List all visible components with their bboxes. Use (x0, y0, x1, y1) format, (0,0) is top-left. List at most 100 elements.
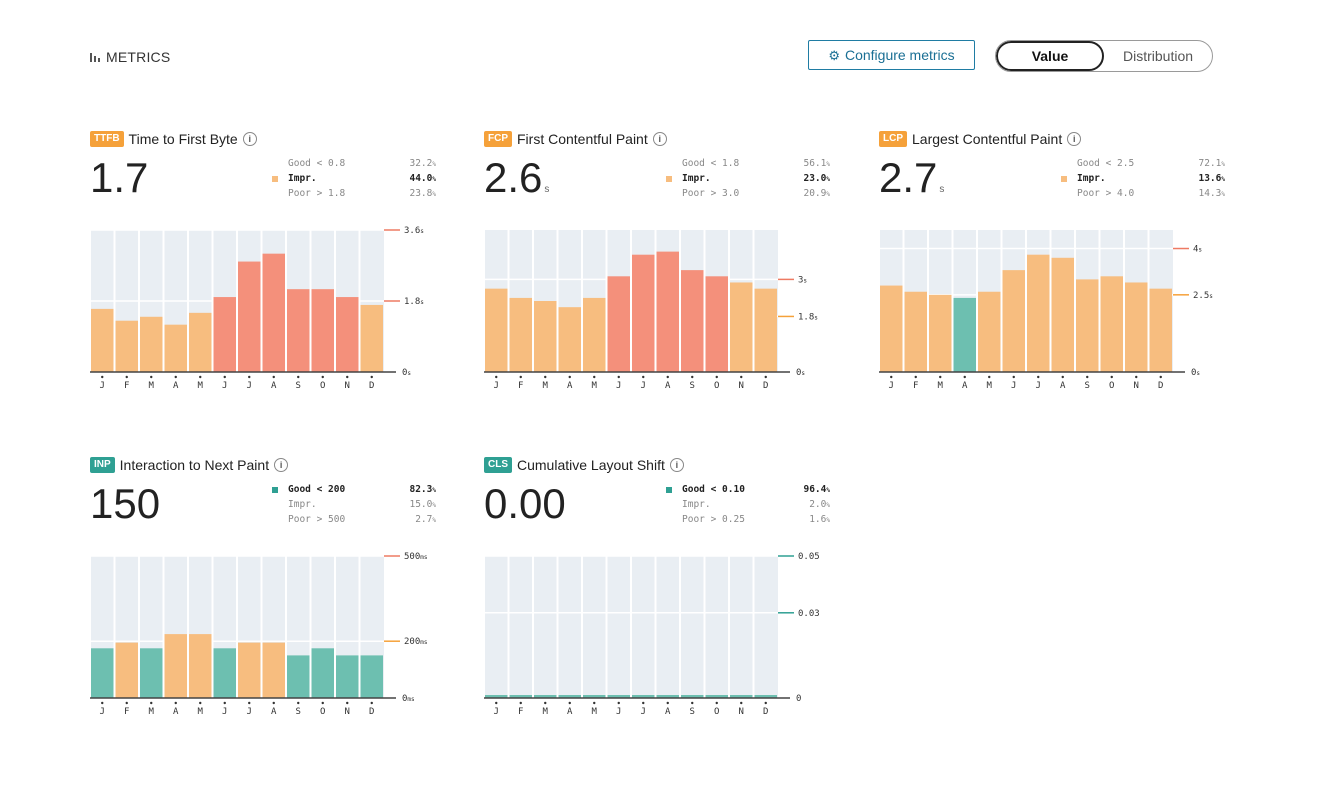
tick-dot (617, 701, 620, 705)
bar[interactable] (607, 276, 631, 372)
configure-metrics-button[interactable]: ⚙ Configure metrics (808, 40, 975, 70)
bar[interactable] (754, 288, 778, 372)
bar[interactable] (953, 297, 977, 372)
bar[interactable] (262, 642, 286, 698)
bar[interactable] (929, 294, 952, 372)
column-separator (260, 230, 263, 372)
tick-dot (519, 375, 522, 379)
bar[interactable] (164, 634, 188, 698)
bar[interactable] (311, 289, 335, 372)
info-icon[interactable]: i (652, 132, 667, 146)
column-separator (1000, 230, 1003, 372)
bar[interactable] (583, 695, 606, 698)
bar[interactable] (583, 297, 606, 372)
bar[interactable] (1027, 254, 1050, 372)
bar[interactable] (189, 312, 212, 372)
metric-title-row: TTFB Time to First Byte i (90, 130, 257, 148)
bar[interactable] (730, 695, 753, 698)
bar[interactable] (632, 695, 655, 698)
bar[interactable] (336, 297, 359, 372)
bar[interactable] (311, 648, 335, 698)
bar[interactable] (115, 320, 139, 372)
info-icon[interactable]: i (669, 458, 684, 472)
bar[interactable] (509, 297, 533, 372)
info-icon[interactable]: i (274, 458, 289, 472)
selected-marker (272, 487, 278, 493)
distribution-row: Good < 1.8 56.1% (682, 157, 830, 172)
bar[interactable] (656, 695, 680, 698)
bar[interactable] (485, 695, 508, 698)
bar[interactable] (534, 301, 557, 372)
bar[interactable] (189, 634, 212, 698)
bar[interactable] (904, 291, 928, 372)
bar[interactable] (509, 695, 533, 698)
distribution-label: Good < 200 (288, 484, 346, 495)
x-tick-label: A (567, 381, 573, 391)
distribution-label: Impr. (288, 173, 317, 184)
tick-dot (642, 375, 645, 379)
bar[interactable] (681, 695, 704, 698)
bar[interactable] (705, 695, 729, 698)
bar[interactable] (681, 270, 704, 372)
bar[interactable] (287, 289, 310, 372)
bar[interactable] (262, 253, 286, 372)
bar[interactable] (558, 307, 582, 372)
toggle-value[interactable]: Value (996, 41, 1104, 71)
tick-dot (988, 375, 991, 379)
bar[interactable] (880, 285, 903, 372)
column-separator (334, 230, 336, 372)
bar[interactable] (140, 648, 163, 698)
distribution-pct: 2.7% (415, 514, 436, 525)
bar[interactable] (607, 695, 631, 698)
info-icon[interactable]: i (242, 132, 257, 146)
bar[interactable] (754, 695, 778, 698)
bar[interactable] (485, 288, 508, 372)
bar[interactable] (730, 282, 753, 372)
distribution-pct: 44.0% (409, 173, 436, 184)
bar[interactable] (360, 304, 384, 372)
toggle-distribution[interactable]: Distribution (1122, 48, 1194, 64)
column-separator (285, 230, 287, 372)
bar[interactable] (1051, 257, 1075, 372)
tick-dot (740, 375, 743, 379)
bar[interactable] (656, 251, 680, 372)
bar[interactable] (91, 308, 114, 372)
bar[interactable] (336, 655, 359, 698)
bar[interactable] (705, 276, 729, 372)
bar[interactable] (213, 648, 237, 698)
bar[interactable] (632, 254, 655, 372)
bar[interactable] (238, 642, 261, 698)
tick-dot (223, 375, 226, 379)
x-tick-label: O (1109, 381, 1114, 391)
bar[interactable] (1002, 270, 1026, 372)
bar[interactable] (213, 297, 237, 372)
tick-dot (125, 375, 128, 379)
bar[interactable] (91, 648, 114, 698)
metric-title: First Contentful Paint (517, 131, 648, 147)
x-tick-label: J (616, 381, 621, 391)
x-tick-label: F (913, 381, 918, 391)
y-zero-label: 0 (796, 694, 801, 704)
x-tick-label: A (665, 707, 671, 717)
bar[interactable] (1076, 279, 1099, 372)
column-separator (1074, 230, 1076, 372)
column-separator (556, 230, 559, 372)
bar[interactable] (360, 655, 384, 698)
column-separator (162, 230, 165, 372)
bar[interactable] (1149, 288, 1173, 372)
bar[interactable] (978, 291, 1001, 372)
metric-value-number: 0.00 (484, 480, 566, 527)
info-icon[interactable]: i (1067, 132, 1082, 146)
metric-chart: J F M A M J J A S O N D 0s 4s 2.5s (878, 230, 1213, 391)
bar[interactable] (140, 316, 163, 372)
bar[interactable] (238, 261, 261, 372)
bar[interactable] (534, 695, 557, 698)
bar[interactable] (115, 642, 139, 698)
x-tick-label: N (345, 707, 350, 717)
bar[interactable] (558, 695, 582, 698)
bar[interactable] (287, 655, 310, 698)
tick-dot (101, 375, 104, 379)
bar[interactable] (1100, 276, 1124, 372)
bar[interactable] (164, 324, 188, 372)
bar[interactable] (1125, 282, 1148, 372)
